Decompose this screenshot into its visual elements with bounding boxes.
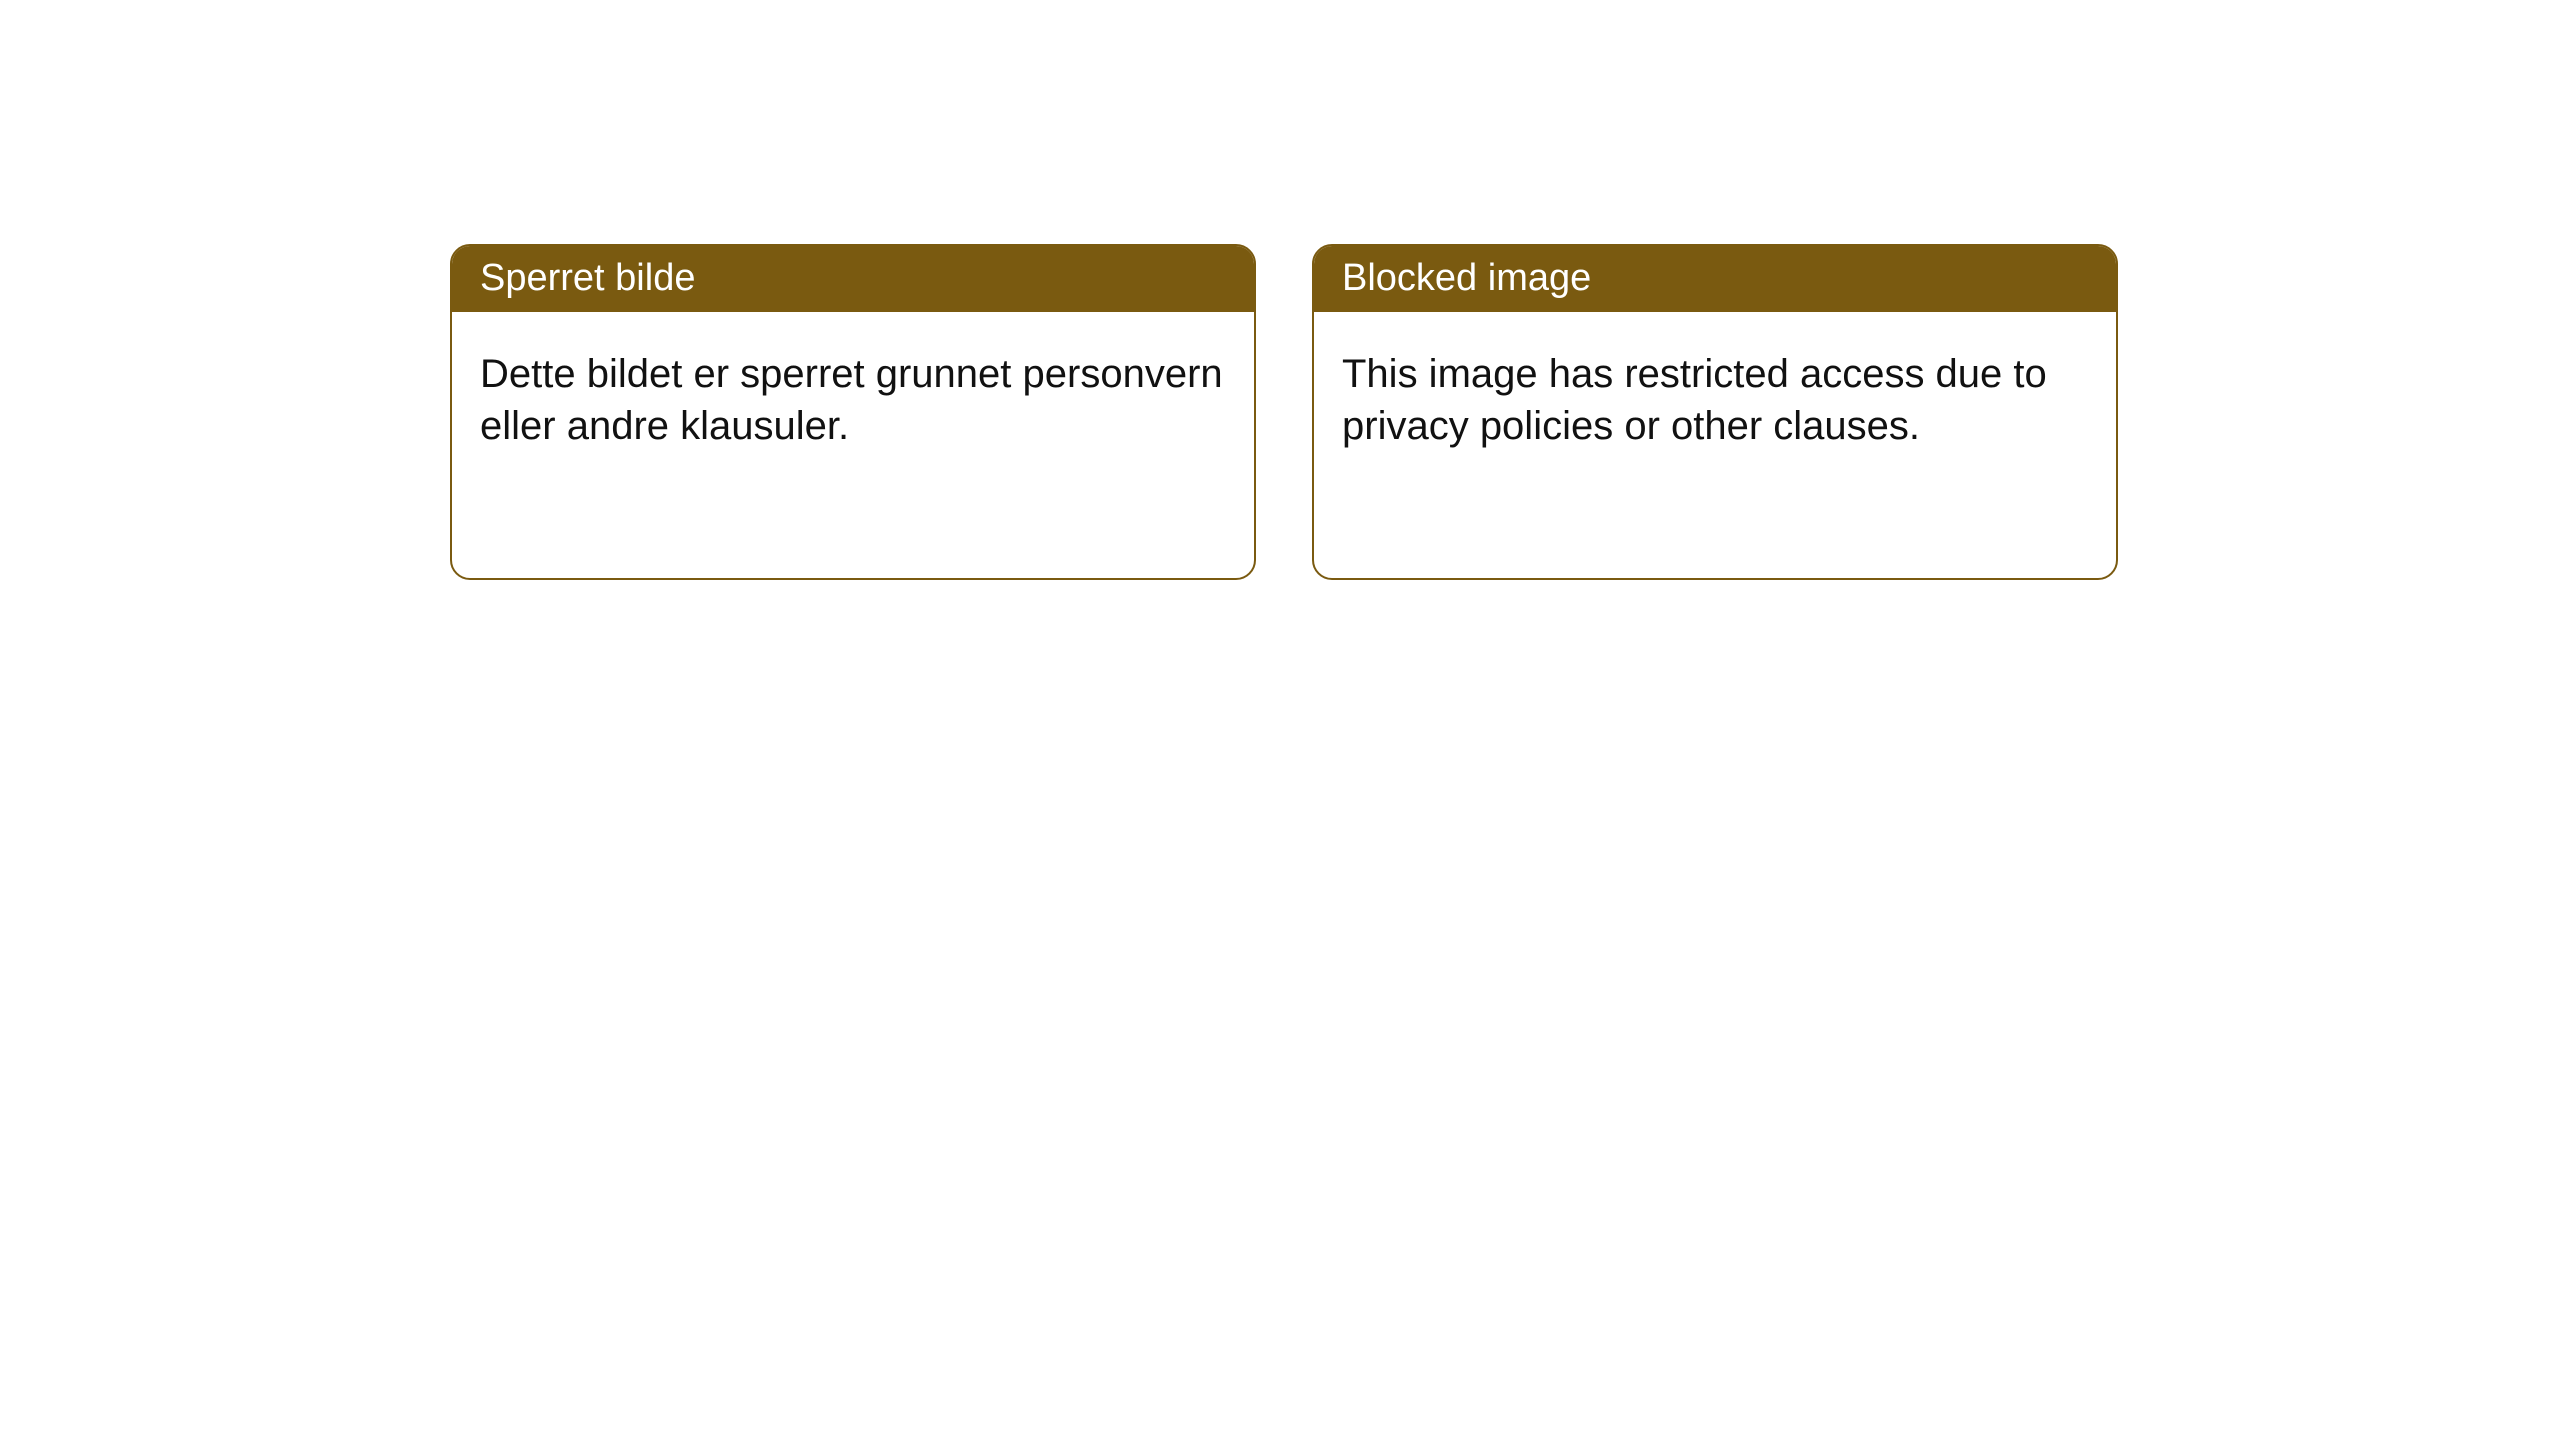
notice-cards-container: Sperret bilde Dette bildet er sperret gr… <box>0 0 2560 580</box>
notice-body-en: This image has restricted access due to … <box>1314 312 2116 480</box>
notice-title-en: Blocked image <box>1314 246 2116 312</box>
blocked-image-notice-no: Sperret bilde Dette bildet er sperret gr… <box>450 244 1256 580</box>
notice-body-no: Dette bildet er sperret grunnet personve… <box>452 312 1254 480</box>
notice-title-no: Sperret bilde <box>452 246 1254 312</box>
blocked-image-notice-en: Blocked image This image has restricted … <box>1312 244 2118 580</box>
